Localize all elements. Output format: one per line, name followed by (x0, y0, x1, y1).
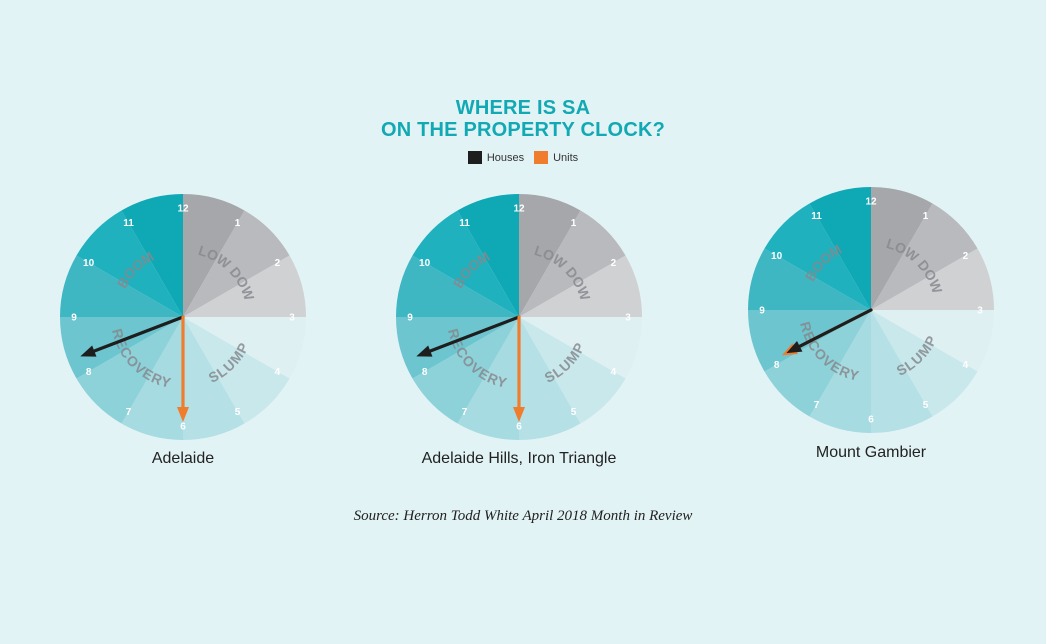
adelaide-hills-iron-triangle-wedge-7 (412, 317, 519, 424)
mount-gambier-hour-label-4: 4 (963, 360, 969, 371)
adelaide-wedge-5 (183, 317, 245, 440)
adelaide-wedge-2 (183, 255, 306, 317)
source-note: Source: Herron Todd White April 2018 Mon… (353, 508, 693, 524)
adelaide-hills-iron-triangle-units-hand (513, 315, 525, 422)
adelaide-hills-iron-triangle-wedge-1 (519, 210, 626, 317)
adelaide-hour-label-3: 3 (289, 313, 295, 324)
adelaide-hour-label-7: 7 (126, 407, 132, 418)
mount-gambier-wedge-9 (748, 248, 871, 310)
adelaide-wedge-1 (183, 210, 290, 317)
adelaide-wedge-4 (183, 317, 290, 424)
mount-gambier-hour-label-9: 9 (759, 306, 765, 317)
adelaide-hills-iron-triangle-hour-label-10: 10 (419, 258, 431, 269)
adelaide-wedge-12 (183, 194, 245, 317)
adelaide-hour-label-8: 8 (86, 367, 92, 378)
legend-item-units: Units (534, 151, 578, 164)
adelaide-hills-iron-triangle-hour-label-11: 11 (459, 218, 470, 229)
adelaide-hills-iron-triangle-wedge-4 (519, 317, 626, 424)
mount-gambier-hour-label-3: 3 (977, 306, 983, 317)
adelaide-wedge-11 (121, 194, 183, 317)
mount-gambier-hour-label-2: 2 (963, 251, 969, 262)
adelaide-hour-label-10: 10 (83, 258, 95, 269)
legend-label-units: Units (553, 151, 579, 164)
mount-gambier-hour-label-5: 5 (923, 400, 929, 411)
adelaide-hills-iron-triangle-wedge-8 (396, 317, 519, 379)
adelaide-hills-iron-triangle-hour-label-2: 2 (611, 258, 617, 269)
clock-caption-mount-gambier: Mount Gambier (815, 444, 927, 461)
adelaide-hour-label-11: 11 (123, 218, 134, 229)
adelaide-hour-label-5: 5 (235, 407, 241, 418)
adelaide-hills-iron-triangle-wedge-11 (457, 194, 519, 317)
adelaide-hills-iron-triangle-hour-label-5: 5 (571, 407, 577, 418)
legend: Houses Units (0, 151, 1046, 164)
adelaide-hills-iron-triangle-hour-label-12: 12 (513, 204, 525, 215)
adelaide-hills-iron-triangle-hour-label-3: 3 (625, 313, 631, 324)
mount-gambier-wedge-5 (871, 310, 933, 433)
adelaide-wedge-3 (183, 317, 306, 379)
mount-gambier-hour-label-8: 8 (774, 360, 780, 371)
adelaide-hour-label-4: 4 (275, 367, 281, 378)
adelaide-hills-iron-triangle-hour-label-1: 1 (571, 218, 577, 229)
adelaide-hour-label-12: 12 (177, 204, 189, 215)
adelaide-hills-iron-triangle-hour-label-4: 4 (611, 367, 617, 378)
mount-gambier-wedge-10 (764, 203, 871, 310)
clock-caption-adelaide: Adelaide (151, 450, 215, 467)
mount-gambier-hour-label-1: 1 (923, 211, 929, 222)
mount-gambier-wedge-4 (871, 310, 978, 417)
mount-gambier-wedge-6 (809, 310, 871, 433)
legend-label-houses: Houses (486, 151, 525, 164)
mount-gambier-hour-label-6: 6 (868, 415, 874, 426)
adelaide-hills-iron-triangle-wedge-10 (412, 210, 519, 317)
chart-title-line-1: WHERE IS SA (455, 97, 591, 119)
adelaide-hills-iron-triangle-wedge-6 (457, 317, 519, 440)
adelaide-hour-label-2: 2 (275, 258, 281, 269)
mount-gambier-hour-label-11: 11 (811, 211, 822, 222)
adelaide-wedge-9 (60, 255, 183, 317)
mount-gambier-hour-label-10: 10 (771, 251, 783, 262)
adelaide-wedge-7 (76, 317, 183, 424)
adelaide-hour-label-9: 9 (71, 313, 77, 324)
mount-gambier-wedge-7 (764, 310, 871, 417)
adelaide-wedge-6 (121, 317, 183, 440)
mount-gambier-wedge-11 (809, 187, 871, 310)
adelaide-hills-iron-triangle-wedge-3 (519, 317, 642, 379)
adelaide-hills-iron-triangle-hour-label-9: 9 (407, 313, 413, 324)
clock-caption-adelaide-hills: Adelaide Hills, Iron Triangle (421, 450, 617, 467)
adelaide-hills-iron-triangle-houses-hand (416, 315, 521, 357)
adelaide-hills-iron-triangle-wedge-9 (396, 255, 519, 317)
mount-gambier-hour-label-7: 7 (814, 400, 820, 411)
mount-gambier-wedge-1 (871, 203, 978, 310)
adelaide-houses-hand (80, 315, 185, 357)
adelaide-hills-iron-triangle-wedge-12 (519, 194, 581, 317)
adelaide-hills-iron-triangle-wedge-5 (519, 317, 581, 440)
legend-item-houses: Houses (467, 151, 525, 164)
adelaide-units-hand (177, 315, 189, 422)
adelaide-hills-iron-triangle-hour-label-6: 6 (516, 422, 522, 433)
adelaide-hills-iron-triangle-wedge-2 (519, 255, 642, 317)
chart-title-line-2: ON THE PROPERTY CLOCK? (380, 119, 666, 141)
mount-gambier-houses-hand (786, 308, 873, 354)
legend-swatch-houses (467, 151, 482, 164)
mount-gambier-wedge-3 (871, 310, 994, 372)
adelaide-wedge-8 (60, 317, 183, 379)
adelaide-hills-iron-triangle-hour-label-7: 7 (462, 407, 468, 418)
legend-swatch-units (534, 151, 549, 164)
adelaide-wedge-10 (76, 210, 183, 317)
mount-gambier-wedge-2 (871, 248, 994, 310)
mount-gambier-wedge-12 (871, 187, 933, 310)
mount-gambier-hour-label-12: 12 (865, 197, 877, 208)
adelaide-hills-iron-triangle-hour-label-8: 8 (422, 367, 428, 378)
adelaide-hour-label-1: 1 (235, 218, 241, 229)
adelaide-hour-label-6: 6 (180, 422, 186, 433)
